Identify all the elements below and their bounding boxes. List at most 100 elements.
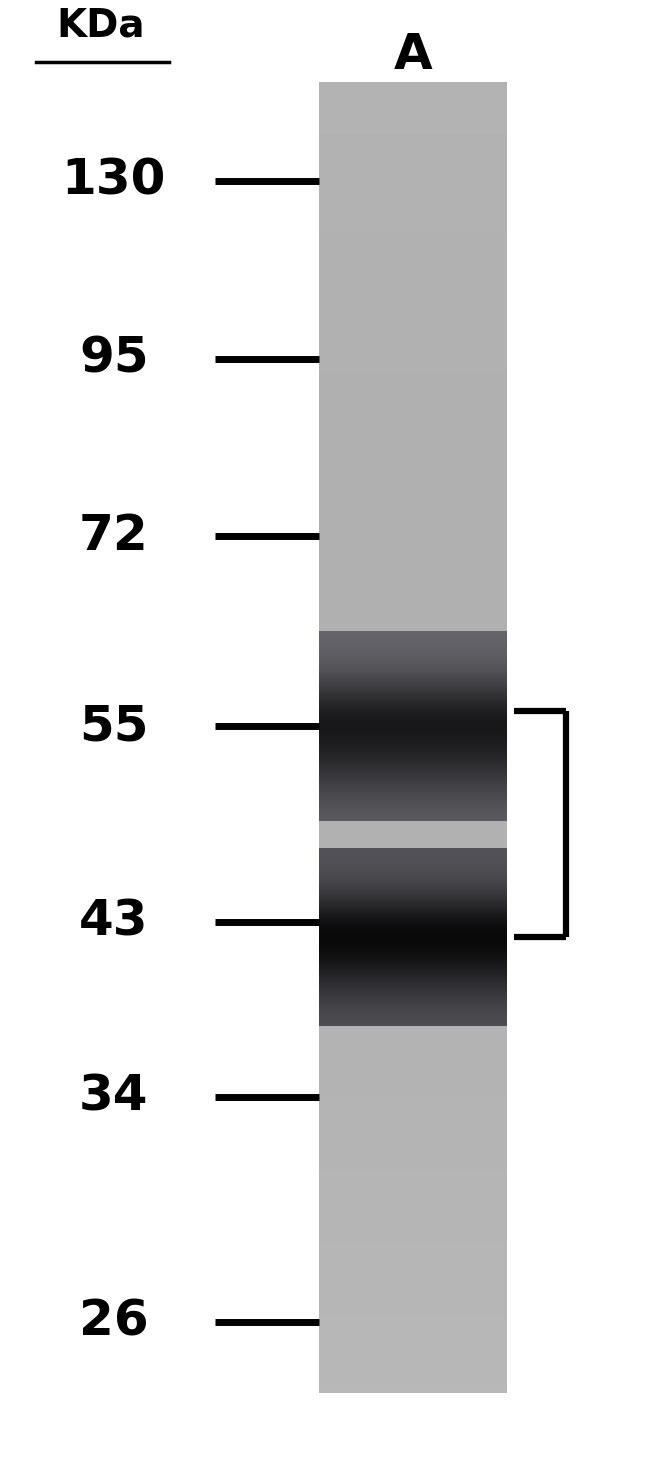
Bar — [318, 655, 507, 658]
Bar — [318, 771, 507, 774]
Bar — [318, 812, 507, 817]
Bar — [318, 1153, 507, 1157]
Bar — [318, 898, 507, 901]
Bar — [318, 124, 507, 127]
Bar — [318, 1036, 507, 1039]
Bar — [318, 1212, 507, 1217]
Bar — [318, 977, 507, 980]
Bar — [318, 504, 507, 508]
Bar — [318, 914, 507, 917]
Bar — [318, 1157, 507, 1160]
Bar — [318, 931, 507, 934]
Bar — [318, 1358, 507, 1360]
Bar — [318, 652, 507, 655]
Bar — [318, 538, 507, 541]
Bar — [318, 957, 507, 960]
Bar — [318, 1180, 507, 1183]
Bar — [318, 311, 507, 314]
Bar — [318, 996, 507, 999]
Bar — [318, 593, 507, 596]
Bar — [318, 87, 507, 92]
Bar — [318, 514, 507, 517]
Bar — [318, 1366, 507, 1371]
Bar — [318, 717, 507, 720]
Bar — [318, 84, 507, 87]
Bar — [318, 1226, 507, 1229]
Bar — [318, 249, 507, 252]
Bar — [318, 1006, 507, 1009]
Bar — [318, 246, 507, 249]
Bar — [318, 828, 507, 833]
Bar — [318, 474, 507, 479]
Bar — [318, 780, 507, 782]
Bar — [318, 442, 507, 446]
Bar — [318, 842, 507, 846]
Bar — [318, 1229, 507, 1233]
Bar — [318, 458, 507, 462]
Bar — [318, 617, 507, 619]
Bar — [318, 488, 507, 492]
Bar — [318, 144, 507, 147]
Bar — [318, 163, 507, 167]
Bar — [318, 200, 507, 203]
Bar — [318, 160, 507, 163]
Bar — [318, 547, 507, 550]
Bar — [318, 412, 507, 416]
Bar — [318, 963, 507, 966]
Bar — [318, 882, 507, 885]
Bar — [318, 347, 507, 350]
Bar — [318, 1325, 507, 1328]
Text: 55: 55 — [79, 702, 148, 750]
Bar — [318, 1203, 507, 1206]
Bar — [318, 803, 507, 806]
Bar — [318, 668, 507, 671]
Bar — [318, 833, 507, 836]
Bar — [318, 908, 507, 911]
Bar — [318, 760, 507, 763]
Bar — [318, 279, 507, 282]
Bar — [318, 793, 507, 796]
Bar — [318, 520, 507, 525]
Bar — [318, 766, 507, 771]
Bar — [318, 363, 507, 366]
Bar — [318, 479, 507, 482]
Bar — [318, 587, 507, 590]
Bar — [318, 452, 507, 455]
Bar — [318, 904, 507, 908]
Bar — [318, 114, 507, 117]
Bar — [318, 133, 507, 138]
Bar — [318, 354, 507, 357]
Bar — [318, 1304, 507, 1307]
Bar — [318, 763, 507, 766]
Bar — [318, 636, 507, 639]
Bar — [318, 1209, 507, 1212]
Bar — [318, 1320, 507, 1325]
Bar — [318, 485, 507, 488]
Bar — [318, 271, 507, 276]
Bar — [318, 288, 507, 292]
Bar — [318, 292, 507, 295]
Bar — [318, 750, 507, 754]
Bar — [318, 1285, 507, 1288]
Bar — [318, 1125, 507, 1128]
Bar — [318, 400, 507, 403]
Bar — [318, 728, 507, 731]
Bar — [318, 1217, 507, 1220]
Bar — [318, 82, 507, 84]
Bar — [318, 554, 507, 557]
Bar — [318, 846, 507, 849]
Bar — [318, 590, 507, 593]
Bar — [318, 1295, 507, 1298]
Bar — [318, 265, 507, 268]
Bar — [318, 1387, 507, 1390]
Bar — [318, 1163, 507, 1166]
Bar — [318, 741, 507, 744]
Bar — [318, 495, 507, 498]
Bar — [318, 757, 507, 760]
Bar — [318, 184, 507, 187]
Bar — [318, 468, 507, 471]
Bar — [318, 1383, 507, 1387]
Bar — [318, 1371, 507, 1374]
Bar — [318, 855, 507, 858]
Bar — [318, 173, 507, 176]
